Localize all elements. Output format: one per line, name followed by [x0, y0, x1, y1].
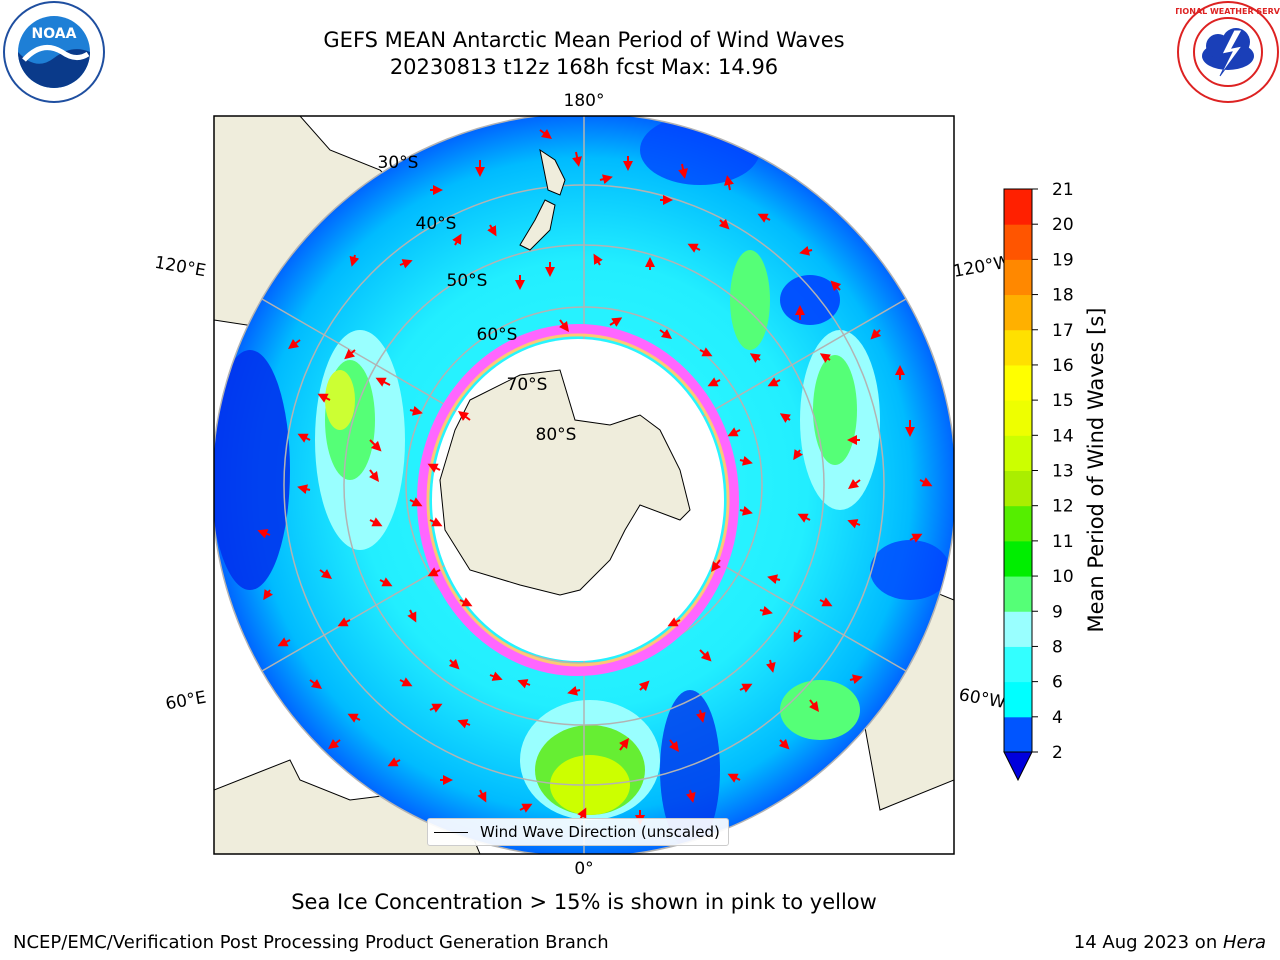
colorbar-tick-label: 11 — [1052, 532, 1074, 552]
sea-ice-edge — [417, 324, 739, 676]
colorbar-bin — [1004, 259, 1032, 296]
lon-label-120w: 120°W — [952, 252, 1013, 282]
footer-date-text: 14 Aug 2023 on — [1073, 932, 1223, 953]
colorbar-tick-label: 17 — [1052, 321, 1074, 341]
colorbar-bin — [1004, 224, 1032, 260]
colorbar-tick-label: 20 — [1052, 215, 1074, 235]
noaa-logo-text: NOAA — [32, 26, 77, 42]
colorbar-bin — [1004, 611, 1032, 647]
colorbar-label: Mean Period of Wind Waves [s] — [1084, 307, 1108, 633]
plot-title: GEFS MEAN Antarctic Mean Period of Wind … — [323, 28, 845, 52]
colorbar-tick-label: 9 — [1052, 602, 1063, 622]
lon-label-60w: 60°W — [957, 685, 1007, 713]
lon-label-0: 0° — [574, 859, 593, 879]
colorbar-tick-label: 19 — [1052, 250, 1074, 270]
colorbar: 2 4 6 8 9 10 11 12 13 14 15 16 17 18 19 20 21 — [1003, 180, 1074, 782]
colorbar-tick-label: 12 — [1052, 497, 1074, 517]
lon-label-180: 180° — [564, 91, 605, 111]
colorbar-tick-label: 15 — [1052, 391, 1074, 411]
lon-label-120e: 120°E — [153, 253, 207, 282]
colorbar-bin — [1004, 470, 1032, 507]
footer-date: 14 Aug 2023 on Hera — [1074, 932, 1266, 953]
lat-label-80s: 80°S — [536, 425, 577, 445]
lat-label-30s: 30°S — [378, 153, 419, 173]
lat-label-40s: 40°S — [416, 214, 457, 234]
colorbar-tick-label: 6 — [1052, 673, 1063, 693]
wind-wave-arrows — [257, 129, 933, 825]
legend-label: Wind Wave Direction (unscaled) — [480, 823, 720, 841]
colorbar-bin — [1004, 400, 1032, 436]
footer-host: Hera — [1222, 932, 1266, 953]
colorbar-tick-label: 10 — [1052, 567, 1074, 587]
legend-line-icon — [434, 831, 468, 833]
lat-label-50s: 50°S — [447, 271, 488, 291]
antarctica-land — [439, 369, 691, 596]
colorbar-bin — [1004, 329, 1032, 366]
national-weather-service-logo-icon: NATIONAL WEATHER SERVICE — [1176, 1, 1280, 103]
noaa-logo-icon: NOAA — [3, 1, 105, 103]
colorbar-tick-label: 18 — [1052, 286, 1074, 306]
plot-subtitle: 20230813 t12z 168h fcst Max: 14.96 — [389, 55, 779, 79]
colorbar-bin — [1004, 435, 1032, 471]
colorbar-bin — [1004, 681, 1032, 718]
nws-logo-text: NATIONAL WEATHER SERVICE — [1176, 7, 1280, 16]
colorbar-under-arrow — [1003, 751, 1033, 782]
colorbar-bin — [1004, 646, 1032, 683]
colorbar-bin — [1004, 364, 1032, 401]
sea-ice-note: Sea Ice Concentration > 15% is shown in … — [291, 890, 877, 914]
lon-label-60e: 60°E — [164, 688, 208, 715]
map-frame — [213, 115, 955, 855]
lat-label-60s: 60°S — [477, 325, 518, 345]
lat-label-70s: 70°S — [507, 375, 548, 395]
colorbar-bin — [1004, 540, 1032, 577]
colorbar-tick-label: 2 — [1052, 743, 1063, 763]
colorbar-bin — [1004, 716, 1032, 753]
colorbar-tick-label: 13 — [1052, 462, 1074, 482]
colorbar-bin — [1004, 576, 1032, 612]
colorbar-tick-label: 21 — [1052, 180, 1074, 200]
colorbar-bin — [1004, 505, 1032, 542]
colorbar-bin — [1004, 189, 1032, 225]
colorbar-tick-label: 8 — [1052, 637, 1063, 657]
map-legend: Wind Wave Direction (unscaled) — [427, 818, 729, 846]
colorbar-tick-label: 4 — [1052, 708, 1063, 728]
footer-credit: NCEP/EMC/Verification Post Processing Pr… — [13, 932, 609, 953]
colorbar-tick-label: 16 — [1052, 356, 1074, 376]
new-zealand-land — [519, 148, 566, 251]
colorbar-bin — [1004, 294, 1032, 331]
colorbar-tick-label: 14 — [1052, 426, 1074, 446]
